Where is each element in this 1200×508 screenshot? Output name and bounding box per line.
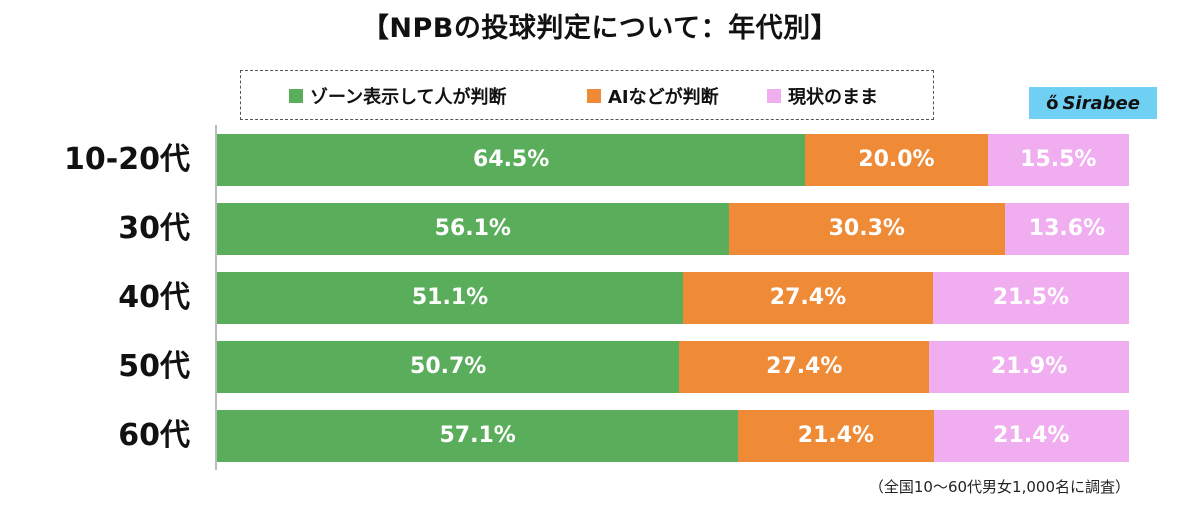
bar-segment-human: 64.5% [217,134,806,186]
logo-text: Sirabee [1062,92,1140,114]
bar-segment-ai: 27.4% [683,272,933,324]
bar-segment-human: 50.7% [217,341,680,393]
sirabee-logo: ő Sirabee [1029,87,1157,119]
category-label: 30代 [118,211,190,246]
bar-segment-ai: 27.4% [679,341,930,393]
legend-item-status-quo: 現状のまま [767,85,878,108]
category-label: 50代 [118,349,190,384]
bar-segment-ai: 20.0% [805,134,988,186]
legend-item-ai: AIなどが判断 [587,85,719,108]
legend-swatch-human [289,89,303,103]
legend-label-status-quo: 現状のまま [788,87,878,108]
bar-segment-human: 56.1% [217,203,729,255]
bar-segment-status-quo: 21.5% [932,272,1129,324]
bar-segment-status-quo: 15.5% [987,134,1129,186]
bar-segment-human: 51.1% [217,272,684,324]
legend-label-ai: AIなどが判断 [608,87,719,108]
legend-swatch-ai [587,89,601,103]
bar-segment-status-quo: 21.9% [929,341,1129,393]
category-label: 40代 [118,280,190,315]
legend: ゾーン表示して人が判断 AIなどが判断 現状のまま [240,70,934,120]
category-label: 60代 [118,418,190,453]
bar-segment-ai: 21.4% [738,410,934,462]
bar-segment-status-quo: 21.4% [933,410,1129,462]
chart-title: 【NPBの投球判定について：年代別】 [361,13,839,44]
bar-segment-human: 57.1% [217,410,739,462]
logo-mark-icon: ő [1046,92,1059,114]
legend-item-human: ゾーン表示して人が判断 [289,85,507,108]
legend-label-human: ゾーン表示して人が判断 [310,87,507,108]
bar-segment-status-quo: 13.6% [1004,203,1129,255]
category-axis-line [215,125,217,470]
category-label: 10-20代 [64,142,190,177]
legend-swatch-status-quo [767,89,781,103]
footnote: （全国10〜60代男女1,000名に調査） [868,478,1130,496]
bar-segment-ai: 30.3% [728,203,1005,255]
